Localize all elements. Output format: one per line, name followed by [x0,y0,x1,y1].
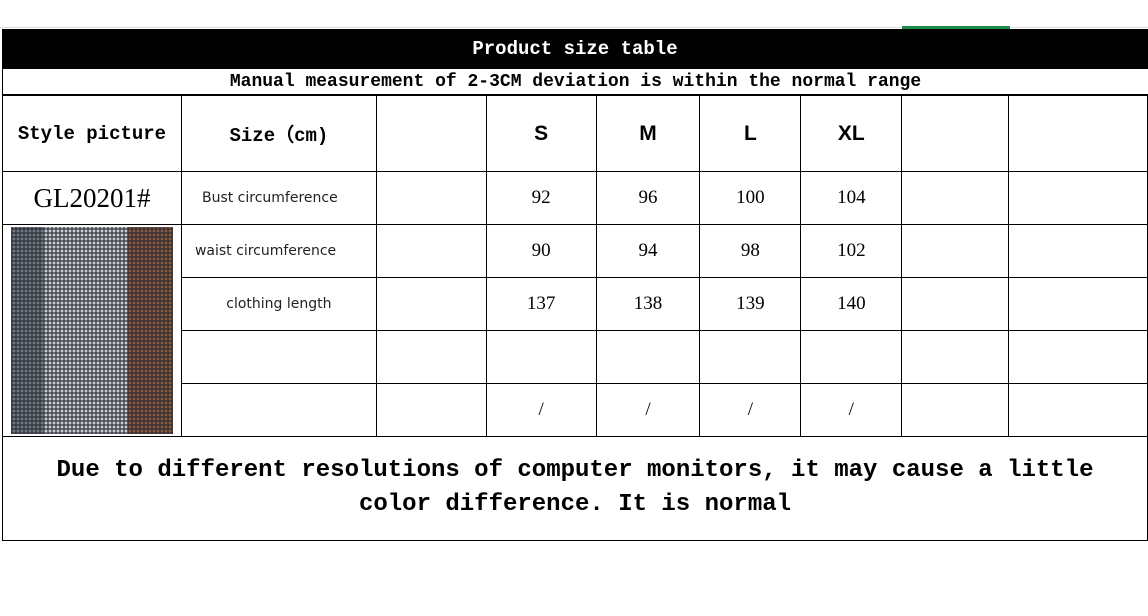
table-row: clothing length 137 138 139 140 [3,277,1148,331]
style-code: GL20201# [2,171,182,225]
cell-selection-mark [902,26,1010,29]
size-xl: XL [800,95,903,172]
value-cell: / [800,383,903,437]
empty-cell [1008,171,1148,225]
row-label: waist circumference [180,224,377,278]
size-l: L [699,95,802,172]
value-cell [485,330,597,384]
value-cell: 90 [485,224,597,278]
empty-cell [375,383,487,437]
table-row: waist circumference 90 94 98 102 [2,224,1148,437]
table-row: / / / / [3,383,1148,437]
empty-cell [1008,95,1148,172]
empty-cell [901,330,1010,384]
value-cell: / [699,383,802,437]
row-label: Bust circumference [180,171,377,225]
value-cell: 92 [485,171,597,225]
empty-cell [375,95,487,172]
top-divider [0,27,1148,28]
empty-cell [375,277,487,331]
table-row: GL20201# Bust circumference 92 96 100 10… [2,171,1148,225]
style-picture-cell [2,224,182,437]
table-row [3,330,1148,384]
value-cell: 98 [699,224,802,278]
value-cell [699,330,802,384]
empty-cell [901,224,1010,278]
empty-cell [901,277,1010,331]
empty-cell [1008,277,1148,331]
empty-cell [1008,330,1148,384]
value-cell: 137 [485,277,597,331]
empty-cell [375,330,487,384]
value-cell [595,330,701,384]
size-table: Style picture Size（cm) S M L XL GL20201#… [2,95,1148,437]
size-s: S [485,95,597,172]
header-row: Style picture Size（cm) S M L XL [2,95,1148,172]
row-label: clothing length [180,277,377,331]
value-cell: 140 [800,277,903,331]
empty-cell [901,171,1010,225]
size-header: Size（cm) [180,95,377,172]
value-cell: / [595,383,701,437]
row-label [180,383,377,437]
value-cell: 102 [800,224,903,278]
empty-cell [1008,224,1148,278]
footer-note: Due to different resolutions of computer… [2,436,1148,541]
table-subtitle: Manual measurement of 2-3CM deviation is… [2,69,1148,95]
value-cell: 100 [699,171,802,225]
table-title: Product size table [2,29,1148,69]
size-m: M [595,95,701,172]
empty-cell [375,224,487,278]
value-cell: / [485,383,597,437]
value-cell [800,330,903,384]
row-label [180,330,377,384]
value-cell: 104 [800,171,903,225]
empty-cell [901,383,1010,437]
empty-cell [1008,383,1148,437]
empty-cell [901,95,1010,172]
value-cell: 96 [595,171,701,225]
product-photo [10,227,173,434]
value-cell: 139 [699,277,802,331]
value-cell: 138 [595,277,701,331]
empty-cell [375,171,487,225]
style-picture-header: Style picture [2,95,182,172]
value-cell: 94 [595,224,701,278]
